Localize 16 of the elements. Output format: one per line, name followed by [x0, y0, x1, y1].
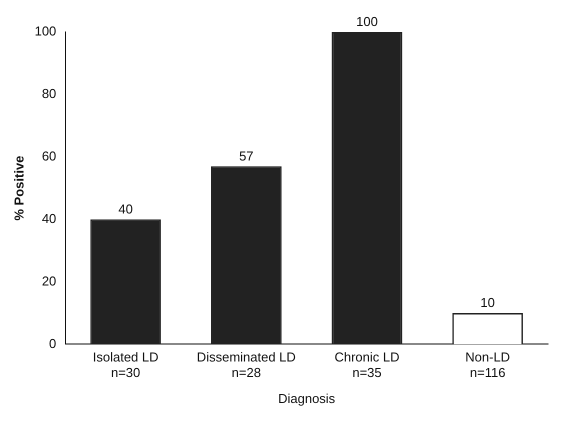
x-axis-title: Diagnosis — [278, 390, 336, 406]
x-tick-label: Disseminated LD n=28 — [196, 350, 296, 380]
y-tick-label: 0 — [49, 336, 56, 351]
y-tick-label: 60 — [42, 148, 56, 164]
data-label: 40 — [118, 201, 133, 216]
x-tick-label: Non-LD n=116 — [465, 350, 510, 380]
y-tick-label: 20 — [42, 273, 56, 288]
y-tick-label: 80 — [42, 86, 56, 102]
data-label: 100 — [356, 14, 378, 30]
y-tick-label: 100 — [34, 24, 56, 39]
x-tick-label: Isolated LD n=30 — [92, 350, 159, 380]
y-axis-title: % Positive — [11, 156, 26, 221]
x-tick-label: Chronic LD n=35 — [334, 350, 400, 380]
data-label: 57 — [239, 148, 254, 164]
data-label: 10 — [480, 295, 495, 310]
y-tick-label: 40 — [42, 210, 56, 226]
